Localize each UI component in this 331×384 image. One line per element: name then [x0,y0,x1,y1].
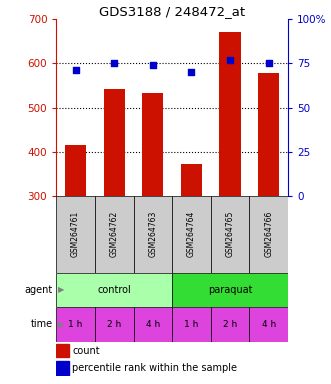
Text: 2 h: 2 h [107,320,121,329]
Text: GSM264764: GSM264764 [187,211,196,257]
Text: agent: agent [25,285,53,295]
Bar [133,307,172,342]
Bar [65,145,86,196]
Text: ▶: ▶ [58,285,65,295]
Point [112,60,117,66]
Bar [249,307,288,342]
Bar [211,307,249,342]
Bar [219,31,241,196]
Text: 1 h: 1 h [184,320,199,329]
Bar [211,196,249,273]
Text: paraquat: paraquat [208,285,252,295]
Point [227,57,233,63]
Point [189,69,194,75]
Text: GSM264762: GSM264762 [110,211,119,257]
Bar [56,196,95,273]
Bar [95,196,133,273]
Text: GSM264763: GSM264763 [148,211,157,257]
Bar [56,344,69,357]
Bar [95,307,133,342]
Bar [172,273,288,307]
Bar [172,307,211,342]
Bar [56,307,95,342]
Bar [56,273,172,307]
Text: GSM264765: GSM264765 [225,211,235,257]
Text: percentile rank within the sample: percentile rank within the sample [72,363,237,373]
Title: GDS3188 / 248472_at: GDS3188 / 248472_at [99,5,245,18]
Point [150,62,156,68]
Text: 1 h: 1 h [69,320,83,329]
Text: time: time [31,319,53,329]
Bar [56,361,69,375]
Text: 2 h: 2 h [223,320,237,329]
Bar [181,164,202,196]
Text: GSM264761: GSM264761 [71,211,80,257]
Text: ▶: ▶ [58,320,65,329]
Text: GSM264766: GSM264766 [264,211,273,257]
Text: 4 h: 4 h [146,320,160,329]
Bar [104,89,125,196]
Bar [133,196,172,273]
Point [266,60,271,66]
Text: control: control [97,285,131,295]
Bar [142,93,164,196]
Text: 4 h: 4 h [261,320,276,329]
Text: count: count [72,346,100,356]
Bar [172,196,211,273]
Bar [249,196,288,273]
Bar [258,73,279,196]
Point [73,67,78,73]
